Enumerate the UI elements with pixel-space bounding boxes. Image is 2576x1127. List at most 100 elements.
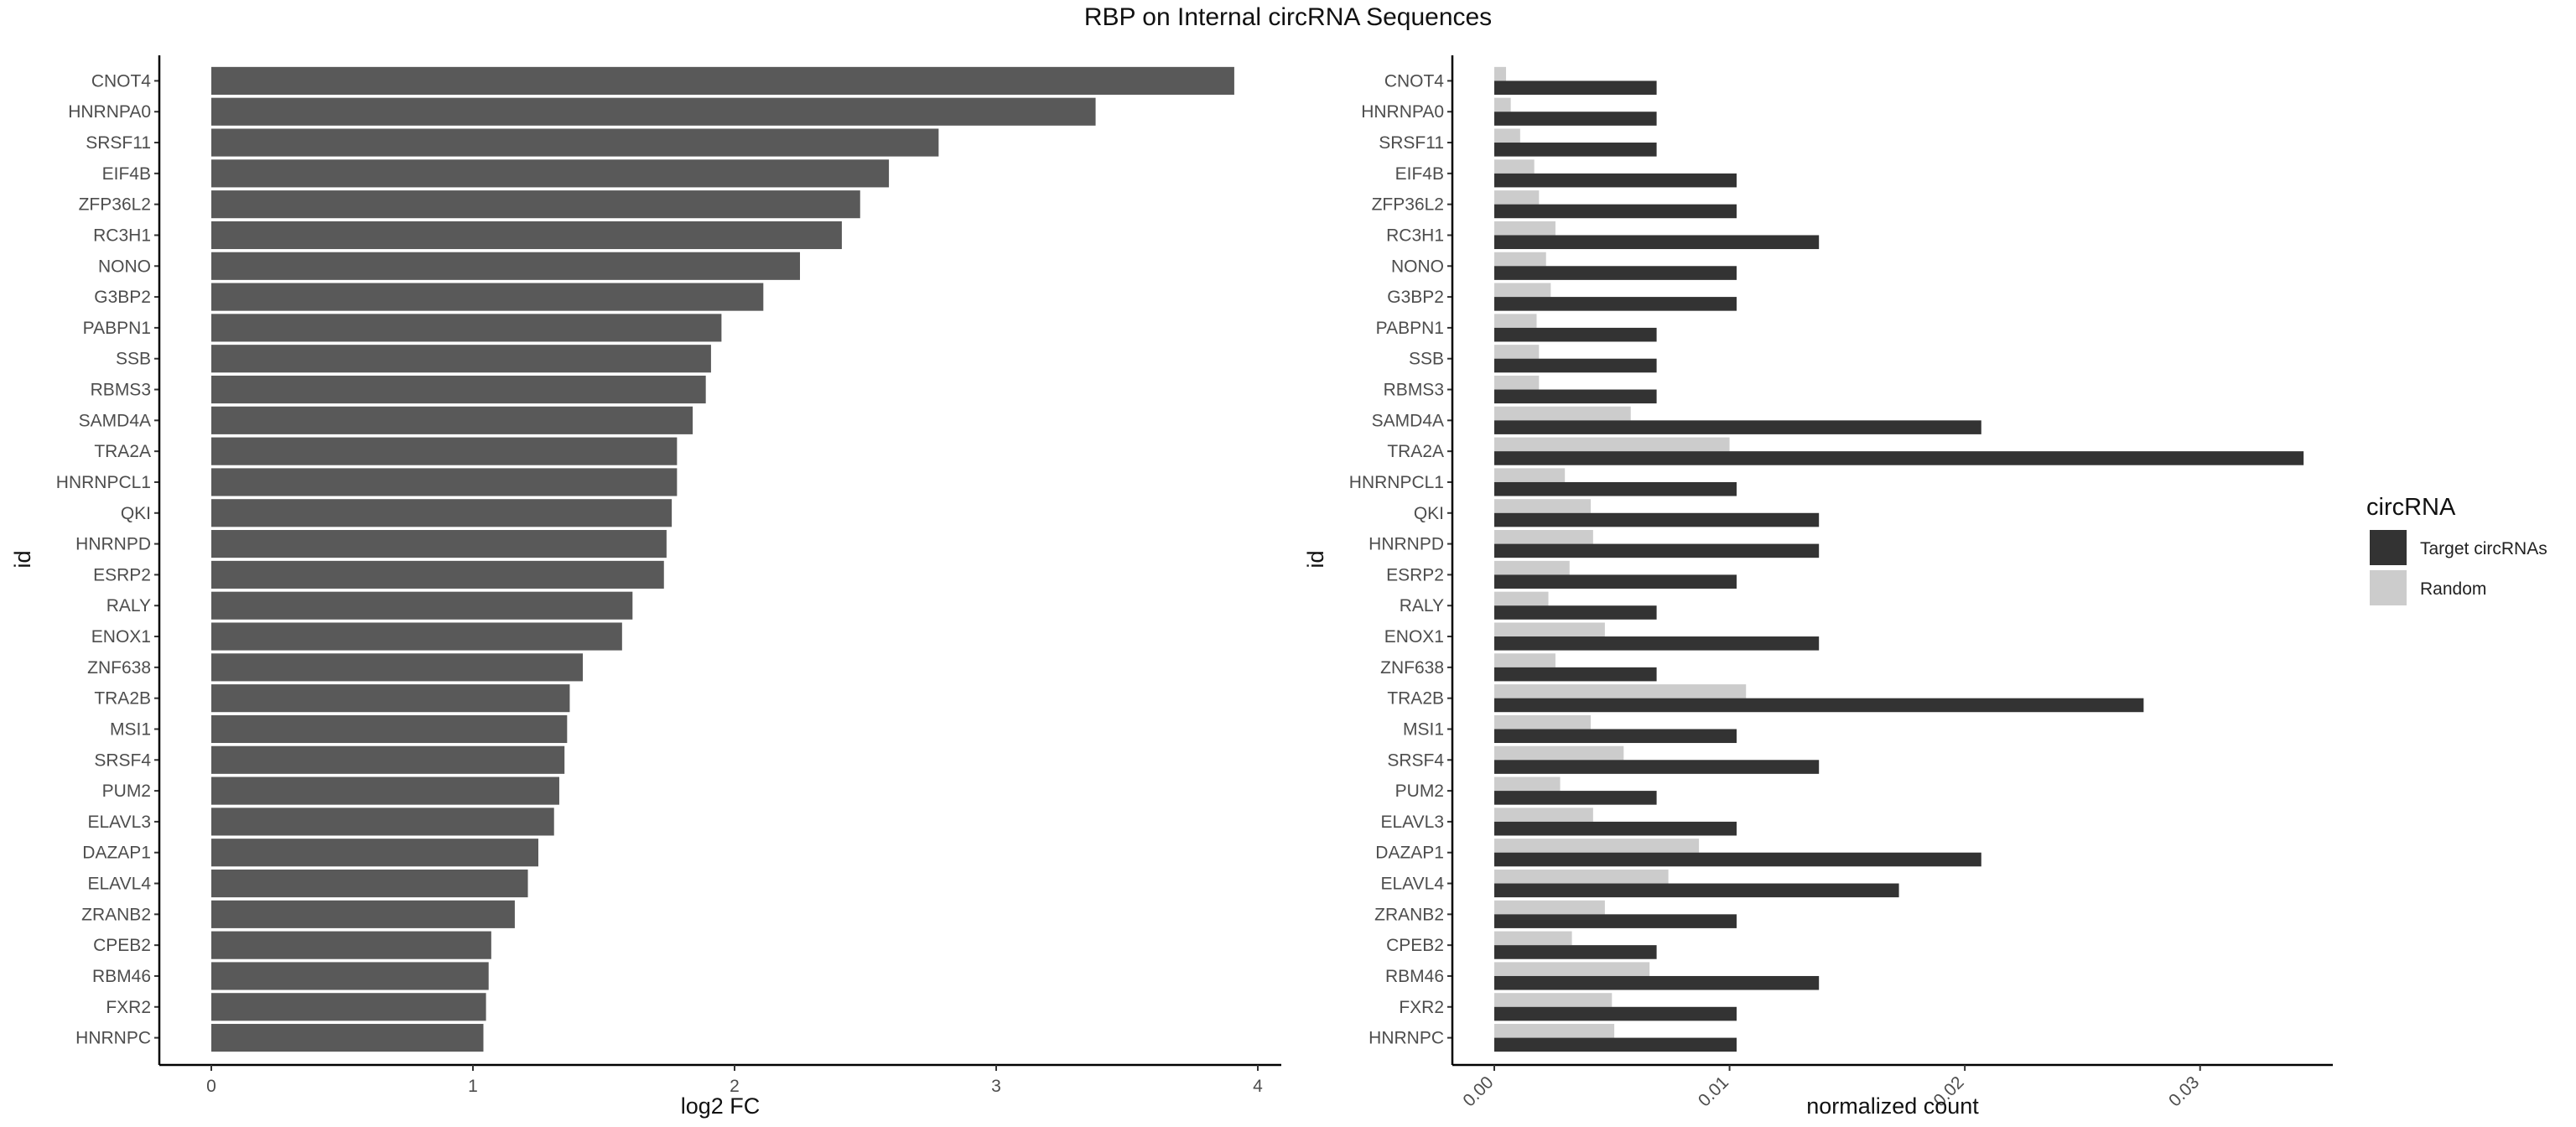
x-tick-label: 0 [206, 1077, 216, 1096]
y-tick-label: ELAVL4 [1381, 875, 1445, 894]
bar-random-elavl3 [1494, 808, 1593, 822]
y-tick-label: ZRANB2 [81, 905, 151, 924]
legend-title: circRNA [2366, 494, 2456, 521]
bar-random-pabpn1 [1494, 314, 1537, 328]
y-tick-label: DAZAP1 [1375, 844, 1444, 863]
y-tick-label: SRSF4 [94, 750, 151, 770]
bar-target-hnrnpcl1 [1494, 481, 1737, 496]
bar-random-zfp36l2 [1494, 190, 1540, 205]
legend-label: Random [2420, 579, 2486, 599]
y-tick-label: RALY [106, 596, 151, 615]
bar-random-fxr2 [1494, 993, 1613, 1007]
bar-tra2a [211, 437, 678, 465]
bar-enox1 [211, 622, 622, 651]
y-tick-label: DAZAP1 [82, 844, 151, 863]
bar-random-srsf4 [1494, 745, 1624, 761]
y-tick-label: SRSF4 [1387, 750, 1444, 770]
bar-target-rbms3 [1494, 389, 1657, 404]
bar-random-hnrnpd [1494, 530, 1593, 544]
y-tick-label: ZFP36L2 [79, 195, 151, 215]
bar-cpeb2 [211, 931, 491, 959]
log2fc-panel: CNOT4 HNRNPA0 SRSF11 EIF4B ZFP36L2 RC3H1 NONO G… [10, 55, 1281, 1119]
y-tick-label: SSB [116, 350, 151, 369]
bar-target-elavl4 [1494, 883, 1899, 898]
bar-target-srsf11 [1494, 143, 1657, 157]
y-tick-label: NONO [1391, 257, 1444, 276]
y-tick-label: G3BP2 [94, 288, 151, 307]
x-tick-label: 1 [468, 1077, 478, 1096]
y-tick-label: RBM46 [1385, 967, 1444, 986]
bar-random-g3bp2 [1494, 283, 1551, 298]
x-axis-title: log2 FC [681, 1093, 761, 1119]
bar-random-esrp2 [1494, 560, 1570, 575]
y-axis-title: id [1303, 550, 1328, 568]
bar-target-cpeb2 [1494, 945, 1657, 959]
y-tick-label: ZRANB2 [1374, 905, 1444, 924]
bar-eif4b [211, 159, 890, 188]
y-tick-label: TRA2B [94, 689, 151, 709]
bar-random-zranb2 [1494, 900, 1605, 915]
bar-target-cnot4 [1494, 80, 1657, 95]
y-tick-label: ZFP36L2 [1372, 195, 1444, 215]
bar-hnrnpcl1 [211, 468, 678, 496]
bar-cnot4 [211, 66, 1234, 95]
bar-pum2 [211, 776, 559, 805]
y-tick-label: TRA2A [1387, 442, 1444, 461]
x-tick-label: 0.00 [1459, 1072, 1497, 1110]
bar-random-znf638 [1494, 653, 1555, 667]
y-tick-label: PABPN1 [83, 319, 151, 338]
y-tick-label: HNRNPC [1368, 1029, 1444, 1048]
y-tick-label: PABPN1 [1376, 319, 1444, 338]
bar-random-cpeb2 [1494, 931, 1572, 946]
bar-target-zfp36l2 [1494, 204, 1737, 219]
bar-target-rc3h1 [1494, 235, 1820, 250]
y-tick-label: SSB [1409, 350, 1444, 369]
bar-znf638 [211, 653, 584, 682]
bar-target-nono [1494, 266, 1737, 280]
y-tick-label: HNRNPA0 [1361, 102, 1444, 122]
bar-samd4a [211, 406, 693, 434]
y-tick-label: G3BP2 [1387, 288, 1444, 307]
y-tick-label: FXR2 [1399, 998, 1444, 1017]
bar-pabpn1 [211, 314, 722, 342]
y-tick-label: CNOT4 [1384, 71, 1444, 91]
chart-title: RBP on Internal circRNA Sequences [1083, 3, 1493, 31]
bar-target-msi1 [1494, 729, 1737, 744]
x-tick-label: 4 [1253, 1077, 1263, 1096]
bar-target-esrp2 [1494, 574, 1737, 589]
bar-g3bp2 [211, 283, 764, 311]
bar-raly [211, 591, 633, 620]
bar-random-nono [1494, 252, 1546, 267]
x-tick-label: 2 [730, 1077, 740, 1096]
y-tick-label: PUM2 [102, 782, 151, 801]
y-tick-label: ESRP2 [1386, 565, 1444, 584]
bar-target-eif4b [1494, 173, 1737, 188]
bar-target-fxr2 [1494, 1006, 1737, 1021]
bar-target-elavl3 [1494, 821, 1737, 836]
bar-rbms3 [211, 375, 706, 404]
y-tick-label: EIF4B [1395, 164, 1444, 184]
legend-key-random [2370, 570, 2407, 605]
y-tick-label: SAMD4A [1372, 411, 1444, 430]
y-tick-label: SRSF11 [86, 133, 151, 153]
y-tick-label: ZNF638 [1380, 658, 1444, 678]
bar-random-hnrnpc [1494, 1024, 1615, 1038]
bar-target-rbm46 [1494, 975, 1820, 990]
legend-key-target [2370, 530, 2407, 565]
bar-random-msi1 [1494, 714, 1592, 730]
x-tick-label: 0.03 [2165, 1072, 2203, 1110]
bar-random-pum2 [1494, 776, 1561, 792]
bar-random-raly [1494, 591, 1549, 606]
y-tick-label: ELAVL4 [88, 875, 152, 894]
bar-rc3h1 [211, 221, 842, 250]
normalized-count-panel: CNOT4 HNRNPA0 SRSF11 EIF4B ZFP36L2 RC3H1 NONO G… [1303, 55, 2333, 1119]
bar-elavl4 [211, 869, 528, 898]
bar-random-qki [1494, 499, 1592, 513]
bar-target-hnrnpa0 [1494, 112, 1657, 126]
bar-hnrnpa0 [211, 97, 1096, 126]
bar-random-ssb [1494, 345, 1540, 359]
bar-random-rbm46 [1494, 962, 1650, 976]
bar-target-samd4a [1494, 420, 1981, 434]
bar-target-enox1 [1494, 636, 1820, 651]
bar-target-zranb2 [1494, 914, 1737, 928]
